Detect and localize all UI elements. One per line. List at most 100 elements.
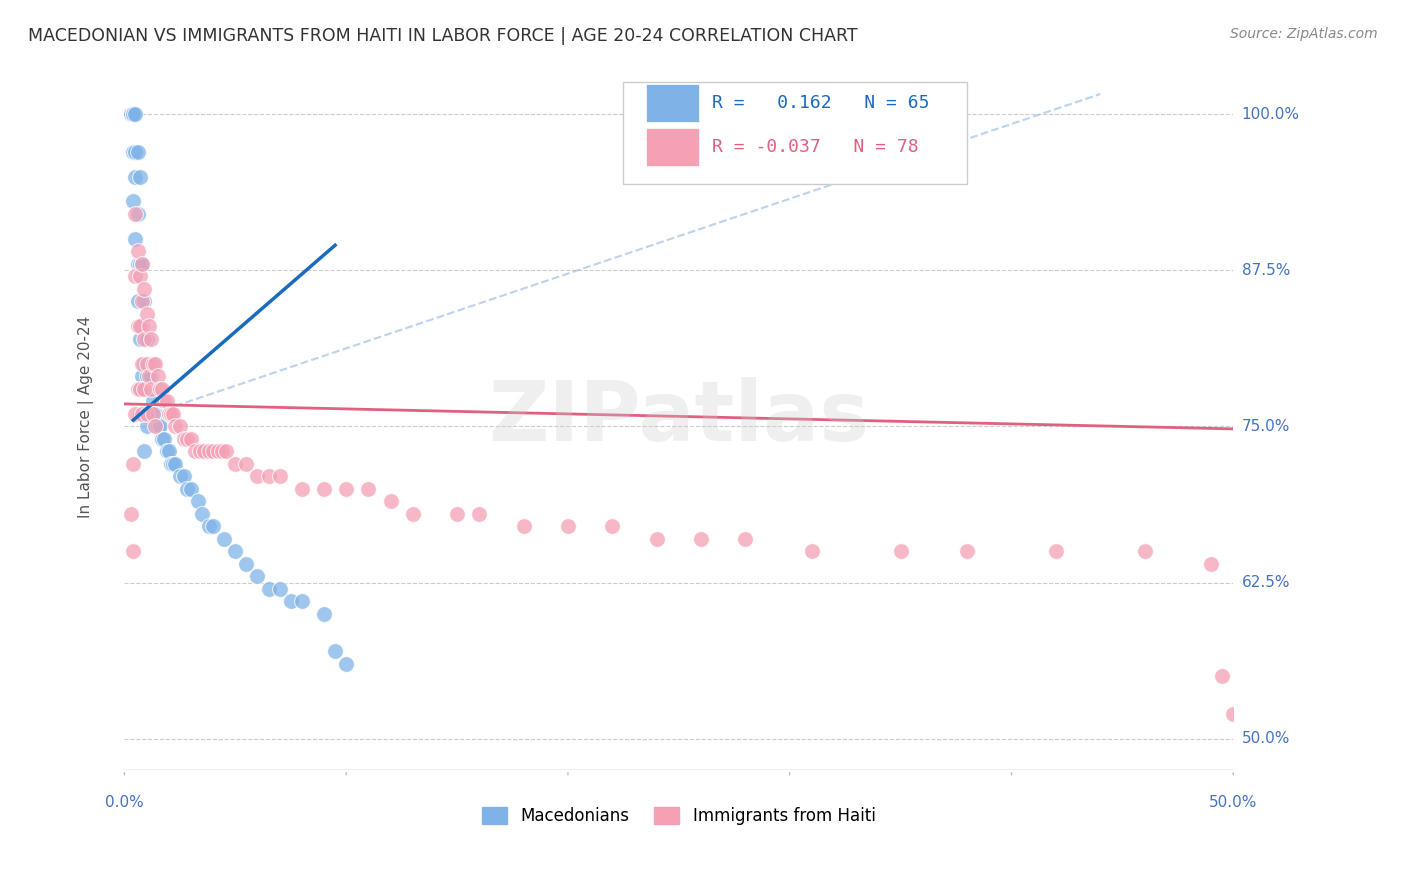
Text: In Labor Force | Age 20-24: In Labor Force | Age 20-24 (77, 316, 94, 518)
Point (124, 169, 146, 184)
Point (129, 332, 152, 346)
Point (335, 657, 357, 671)
Text: 100.0%: 100.0% (1241, 106, 1299, 121)
Point (134, 294, 156, 309)
Point (512, 519, 534, 533)
Point (180, 432, 202, 446)
Text: R =   0.162   N = 65: R = 0.162 N = 65 (711, 94, 929, 112)
FancyBboxPatch shape (623, 82, 967, 184)
Point (269, 582, 291, 596)
Point (246, 469, 269, 483)
Point (138, 407, 160, 421)
Point (138, 357, 160, 371)
Point (188, 444, 211, 458)
Text: MACEDONIAN VS IMMIGRANTS FROM HAITI IN LABOR FORCE | AGE 20-24 CORRELATION CHART: MACEDONIAN VS IMMIGRANTS FROM HAITI IN L… (28, 27, 858, 45)
Point (149, 382, 172, 396)
Point (124, 232, 146, 246)
Point (135, 357, 157, 371)
Text: 50.0%: 50.0% (1209, 795, 1257, 810)
Point (335, 482, 357, 496)
Point (122, 107, 145, 121)
Point (131, 257, 153, 271)
Point (468, 507, 491, 521)
Point (165, 419, 187, 434)
Point (153, 394, 176, 409)
Text: 50.0%: 50.0% (1241, 731, 1289, 747)
Point (131, 407, 153, 421)
Point (380, 494, 402, 508)
Point (129, 257, 152, 271)
Point (122, 145, 145, 159)
Text: R = -0.037   N = 78: R = -0.037 N = 78 (711, 138, 918, 156)
Point (197, 444, 219, 458)
Point (280, 594, 302, 608)
Point (956, 544, 979, 558)
Point (145, 419, 167, 434)
Point (127, 294, 149, 309)
Point (139, 369, 162, 384)
Point (129, 382, 152, 396)
Point (235, 557, 257, 571)
Point (135, 407, 157, 421)
Point (160, 457, 183, 471)
Point (127, 244, 149, 259)
Point (120, 107, 142, 121)
Point (176, 482, 198, 496)
Point (202, 519, 225, 533)
Point (122, 107, 145, 121)
Point (291, 482, 314, 496)
Point (180, 482, 202, 496)
Point (131, 407, 153, 421)
Point (131, 319, 153, 334)
Point (142, 407, 165, 421)
Point (131, 294, 153, 309)
Point (224, 457, 246, 471)
Point (1199, 557, 1222, 571)
Text: 0.0%: 0.0% (105, 795, 143, 810)
Point (138, 319, 160, 334)
Point (124, 407, 146, 421)
Point (127, 257, 149, 271)
Point (1211, 669, 1233, 683)
Point (402, 507, 425, 521)
Point (312, 482, 335, 496)
Point (890, 544, 912, 558)
Point (139, 332, 162, 346)
Point (224, 544, 246, 558)
Point (191, 507, 214, 521)
Point (135, 369, 157, 384)
Point (129, 269, 152, 284)
FancyBboxPatch shape (645, 128, 699, 167)
Point (323, 644, 346, 658)
Point (202, 444, 225, 458)
Point (160, 407, 183, 421)
Point (600, 519, 623, 533)
Point (162, 457, 184, 471)
Point (122, 544, 145, 558)
Point (122, 107, 145, 121)
Text: 75.0%: 75.0% (1241, 419, 1289, 434)
FancyBboxPatch shape (645, 84, 699, 122)
Point (124, 269, 146, 284)
Point (169, 469, 191, 483)
Point (139, 382, 162, 396)
Point (146, 419, 169, 434)
Point (124, 107, 146, 121)
Point (120, 507, 142, 521)
Point (127, 145, 149, 159)
Point (150, 432, 173, 446)
Point (1222, 706, 1244, 721)
Point (446, 507, 468, 521)
Point (120, 107, 142, 121)
Point (173, 432, 195, 446)
Point (155, 394, 177, 409)
Point (690, 532, 713, 546)
Point (134, 282, 156, 296)
Point (1133, 544, 1156, 558)
Point (150, 382, 173, 396)
Point (197, 519, 219, 533)
Point (165, 457, 187, 471)
Point (257, 469, 280, 483)
Point (557, 519, 579, 533)
Point (155, 444, 177, 458)
